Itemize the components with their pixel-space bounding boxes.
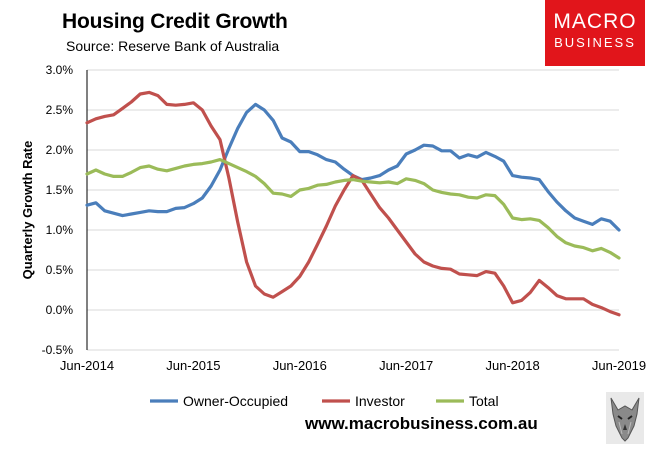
legend-label-total: Total bbox=[469, 393, 499, 409]
chart-subtitle: Source: Reserve Bank of Australia bbox=[66, 38, 280, 54]
y-tick-label: 1.0% bbox=[46, 223, 74, 237]
series-line-owner-occupied bbox=[85, 102, 621, 232]
y-tick-label: 2.5% bbox=[46, 103, 74, 117]
x-tick-label: Jun-2014 bbox=[60, 358, 114, 373]
y-axis-label: Quarterly Growth Rate bbox=[20, 141, 35, 280]
x-tick-label: Jun-2019 bbox=[592, 358, 646, 373]
y-tick-label: -0.5% bbox=[42, 343, 74, 357]
series-line-total bbox=[85, 158, 621, 260]
y-tick-label: 0.0% bbox=[46, 303, 74, 317]
y-tick-label: 2.0% bbox=[46, 143, 74, 157]
y-tick-label: 3.0% bbox=[46, 63, 74, 77]
x-tick-label: Jun-2018 bbox=[485, 358, 539, 373]
x-tick-label: Jun-2015 bbox=[166, 358, 220, 373]
x-tick-label: Jun-2016 bbox=[273, 358, 327, 373]
macrobusiness-logo: MACRO BUSINESS bbox=[545, 0, 645, 66]
logo-line-2: BUSINESS bbox=[554, 35, 636, 50]
series-line-investor bbox=[85, 90, 621, 317]
y-tick-label: 1.5% bbox=[46, 183, 74, 197]
legend-label-owner-occupied: Owner-Occupied bbox=[183, 393, 288, 409]
y-tick-label: 0.5% bbox=[46, 263, 74, 277]
website-url: www.macrobusiness.com.au bbox=[305, 414, 538, 433]
x-tick-label: Jun-2017 bbox=[379, 358, 433, 373]
logo-line-1: MACRO bbox=[553, 10, 637, 33]
legend-label-investor: Investor bbox=[355, 393, 405, 409]
chart-title: Housing Credit Growth bbox=[62, 10, 288, 33]
wolf-icon bbox=[606, 392, 644, 444]
